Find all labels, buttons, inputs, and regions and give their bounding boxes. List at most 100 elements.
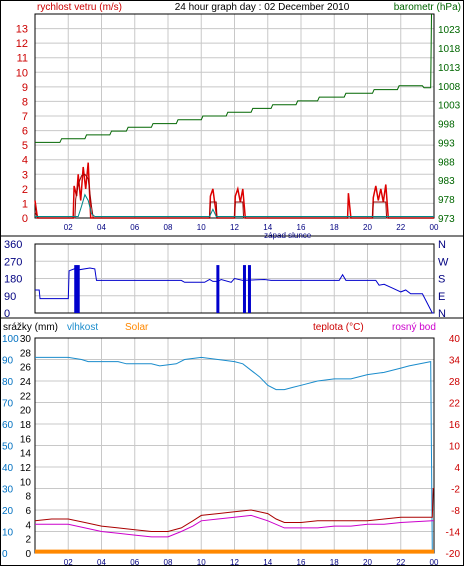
rain-tick-label: 0	[25, 549, 31, 560]
pressure-tick-label: 1003	[438, 101, 461, 112]
x-tick-label: 08	[164, 558, 173, 566]
series-teplota	[34, 488, 434, 532]
x-tick-label: 18	[330, 223, 339, 232]
compass-label: S	[438, 274, 445, 286]
direction-tick-label: 360	[4, 239, 22, 251]
rain-tick-label: 30	[20, 334, 32, 345]
sunset-label: západ slunce	[264, 231, 312, 240]
x-tick-label: 16	[297, 558, 306, 566]
pressure-tick-label: 988	[438, 157, 455, 168]
humidity-tick-label: 60	[2, 420, 14, 431]
temperature-tick-label: 28	[449, 377, 461, 388]
humidity-tick-label: 0	[2, 549, 8, 560]
direction-tick-label: 180	[4, 274, 22, 286]
rain-tick-label: 8	[25, 492, 31, 503]
rain-tick-label: 18	[20, 420, 32, 431]
rain-axis-title: srážky (mm)	[3, 322, 58, 333]
x-tick-label: 14	[263, 558, 272, 566]
wind-tick-label: 12	[16, 38, 28, 50]
x-tick-label: 10	[197, 223, 206, 232]
humidity-tick-label: 80	[2, 377, 14, 388]
dew-point-legend: rosný bod	[392, 322, 436, 333]
wind-tick-label: 5	[22, 140, 28, 152]
pressure-tick-label: 993	[438, 138, 455, 149]
rain-tick-label: 2	[25, 535, 31, 546]
temperature-tick-label: 22	[449, 399, 461, 410]
compass-label: W	[438, 256, 449, 268]
series-barometr	[35, 13, 432, 143]
humidity-tick-label: 70	[2, 399, 14, 410]
humidity-tick-label: 40	[2, 463, 14, 474]
temperature-tick-label: 16	[449, 420, 461, 431]
chart-title: 24 hour graph day : 02 December 2010	[175, 2, 350, 13]
humidity-tick-label: 90	[2, 356, 14, 367]
x-tick-label: 16	[297, 223, 306, 232]
x-tick-label: 02	[64, 558, 73, 566]
compass-label: N	[438, 239, 446, 251]
temperature-tick-label: -8	[451, 506, 460, 517]
x-tick-label: 12	[230, 558, 239, 566]
x-tick-label: 06	[130, 558, 139, 566]
pressure-axis-title: barometr (hPa)	[394, 2, 461, 13]
direction-tick-label: 0	[4, 308, 10, 320]
x-tick-label: 00	[430, 558, 439, 566]
humidity-legend: vlhkost	[67, 322, 98, 333]
wind-speed-axis-title: rychlost vetru (m/s)	[37, 2, 122, 13]
temperature-tick-label: 40	[449, 334, 461, 345]
x-tick-label: 06	[130, 223, 139, 232]
solar-legend: Solar	[125, 322, 149, 333]
x-tick-label: 20	[363, 223, 372, 232]
x-tick-label: 04	[97, 558, 106, 566]
humidity-tick-label: 50	[2, 442, 14, 453]
wind-tick-label: 7	[22, 111, 28, 123]
wind-tick-label: 9	[22, 82, 28, 94]
wind-tick-label: 10	[16, 67, 28, 79]
pressure-tick-label: 973	[438, 214, 455, 225]
pressure-tick-label: 998	[438, 120, 455, 131]
pressure-tick-label: 1018	[438, 44, 461, 55]
pressure-tick-label: 1008	[438, 82, 461, 93]
plot-area-2	[34, 243, 435, 314]
rain-tick-label: 16	[20, 434, 32, 445]
pressure-tick-label: 1023	[438, 25, 461, 36]
temperature-tick-label: -2	[451, 485, 460, 496]
temperature-tick-label: -20	[446, 549, 461, 560]
temperature-legend: teplota (°C)	[313, 322, 364, 333]
x-tick-label: 10	[197, 558, 206, 566]
x-tick-label: 00	[430, 223, 439, 232]
x-tick-label: 14	[263, 223, 272, 232]
temperature-tick-label: 10	[449, 442, 461, 453]
wind-tick-label: 8	[22, 96, 28, 108]
series-vlhkost	[35, 356, 434, 554]
rain-tick-label: 26	[20, 363, 32, 374]
wind-tick-label: 6	[22, 126, 28, 138]
compass-label: N	[438, 308, 446, 320]
x-tick-label: 08	[164, 223, 173, 232]
wind-tick-label: 11	[17, 53, 28, 65]
wind-tick-label: 2	[22, 184, 28, 196]
rain-tick-label: 10	[20, 477, 32, 488]
rain-tick-label: 22	[20, 391, 32, 402]
wind-tick-label: 4	[22, 155, 28, 167]
wind-tick-label: 1	[22, 198, 28, 210]
rain-tick-label: 12	[20, 463, 32, 474]
series-rosny-bod	[35, 514, 434, 538]
temperature-tick-label: 34	[449, 356, 461, 367]
rain-tick-label: 6	[25, 506, 31, 517]
humidity-tick-label: 20	[2, 506, 14, 517]
temperature-tick-label: 4	[454, 463, 460, 474]
rain-tick-label: 20	[20, 406, 32, 417]
direction-tick-label: 90	[4, 291, 16, 303]
pressure-tick-label: 1013	[438, 63, 461, 74]
x-tick-label: 02	[64, 223, 73, 232]
compass-label: E	[438, 291, 445, 303]
humidity-tick-label: 100	[2, 334, 19, 345]
humidity-tick-label: 10	[2, 528, 14, 539]
wind-tick-label: 0	[22, 213, 28, 225]
x-tick-label: 20	[363, 558, 372, 566]
rain-tick-label: 14	[20, 449, 32, 460]
rain-tick-label: 28	[20, 348, 32, 359]
x-tick-label: 22	[396, 223, 405, 232]
series-wind-teal	[35, 193, 434, 217]
